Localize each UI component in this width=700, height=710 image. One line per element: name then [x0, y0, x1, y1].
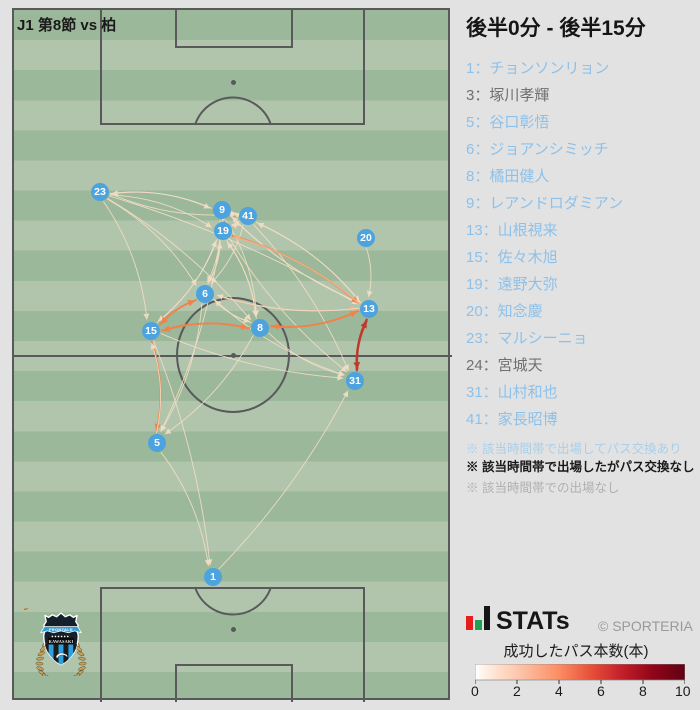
svg-text:KAWASAKI: KAWASAKI	[49, 639, 74, 644]
svg-text:※ 該当時間帯で出場してパス交換あり: ※ 該当時間帯で出場してパス交換あり	[466, 442, 682, 456]
svg-text:FRONTALE: FRONTALE	[49, 627, 73, 632]
svg-text:※ 該当時間帯での出場なし: ※ 該当時間帯での出場なし	[466, 480, 619, 495]
svg-text:STATs: STATs	[496, 607, 570, 635]
svg-text:※ 該当時間帯で出場したがパス交換なし: ※ 該当時間帯で出場したがパス交換なし	[466, 459, 694, 474]
